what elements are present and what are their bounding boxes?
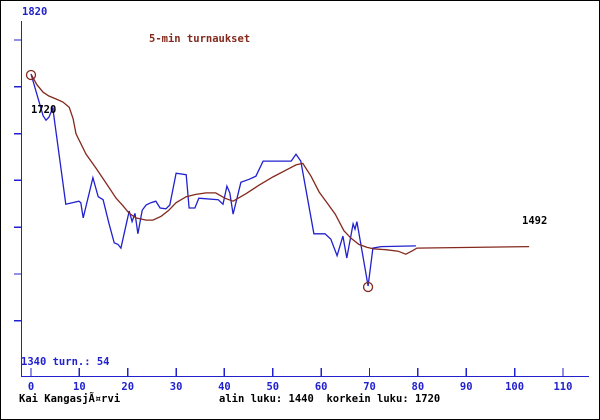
highest-point-circle [25,69,37,81]
x-axis-tick-label: 30 [169,381,183,393]
x-axis-tick-label: 100 [505,381,525,393]
lowest-point-circle [362,281,374,293]
x-axis-tick-label: 40 [218,381,231,393]
average-line [30,73,530,255]
footer-player-name: Kai KangasjÃ¤rvi [19,393,121,405]
x-axis-tick-label: 60 [314,381,328,393]
y-axis-max-label: 1820 [22,6,48,18]
x-axis-tick-label: 80 [411,381,425,393]
x-axis-tick-label: 10 [73,381,86,393]
x-axis-tick-label: 50 [266,381,280,393]
x-axis-tick-label: 0 [27,381,35,393]
chart-title: 5-min turnaukset [149,33,251,45]
rating-line [30,73,416,287]
x-axis-tick-label: 110 [553,381,573,393]
start-value-label: 1720 [31,104,57,116]
x-axis-tick-label: 70 [363,381,376,393]
end-value-label: 1492 [522,215,548,227]
x-axis-tick-label: 90 [459,381,473,393]
y-axis-min-and-turn-count-label: 1340 turn.: 54 [21,356,110,368]
x-axis-tick-label: 20 [121,381,135,393]
footer-min-max-summary: alin luku: 1440 korkein luku: 1720 [219,393,441,405]
